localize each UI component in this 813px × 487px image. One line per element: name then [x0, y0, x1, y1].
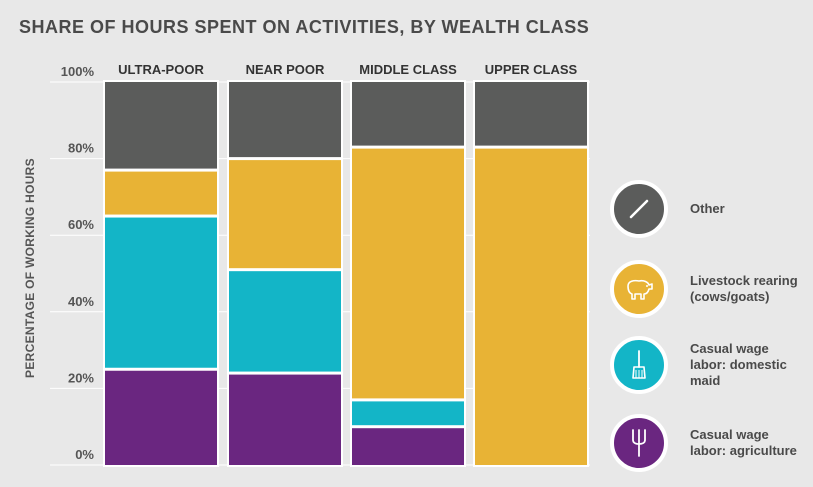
bars: [103, 80, 589, 467]
stacked-bar-chart: 0% 20% 40% 60% 80% 100% ULTRA-POOR NEAR POOR MI…: [23, 62, 590, 467]
bar-segment-agriculture: [352, 428, 464, 465]
bar-segment-other: [352, 82, 464, 146]
bar-segment-other: [229, 82, 341, 158]
legend-item-agriculture: Casual wage labor: agriculture: [610, 414, 800, 472]
chart-title: SHARE OF HOURS SPENT ON ACTIVITIES, BY W…: [19, 17, 590, 37]
broom-icon: [610, 336, 668, 394]
category-label: UPPER CLASS: [485, 62, 578, 77]
bar-segment-other: [475, 82, 587, 146]
legend-item-other: Other: [610, 180, 800, 238]
y-tick-label: 60%: [68, 217, 94, 232]
category-labels: ULTRA-POOR NEAR POOR MIDDLE CLASS UPPER CLA…: [118, 62, 577, 77]
y-tick-label: 0%: [75, 447, 94, 462]
pitchfork-icon: [610, 414, 668, 472]
y-tick-label: 40%: [68, 294, 94, 309]
bar-segment-domestic: [105, 217, 217, 368]
category-label: NEAR POOR: [246, 62, 325, 77]
legend-label: Other: [690, 201, 725, 216]
bar-segment-domestic: [229, 271, 341, 372]
bar-segment-other: [105, 82, 217, 169]
slash-icon: [610, 180, 668, 238]
legend-label: Casual wage labor: agriculture: [690, 427, 797, 458]
y-tick-labels: 0% 20% 40% 60% 80% 100%: [61, 64, 95, 462]
legend-item-domestic: Casual wage labor: domestic maid: [610, 336, 800, 394]
bar-segment-livestock: [105, 171, 217, 215]
legend-label: Casual wage labor: domestic maid: [690, 341, 787, 388]
y-tick-label: 80%: [68, 141, 94, 156]
cow-icon: [610, 260, 668, 318]
y-tick-label: 20%: [68, 370, 94, 385]
category-label: ULTRA-POOR: [118, 62, 204, 77]
bar-segment-livestock: [352, 148, 464, 399]
bar-segment-livestock: [475, 148, 587, 466]
bar-segment-livestock: [229, 160, 341, 269]
y-axis-label: PERCENTAGE OF WORKING HOURS: [23, 158, 37, 378]
category-label: MIDDLE CLASS: [359, 62, 457, 77]
bar-segment-agriculture: [105, 370, 217, 465]
bar-segment-agriculture: [229, 374, 341, 465]
y-tick-label: 100%: [61, 64, 95, 79]
legend-item-livestock: Livestock rearing (cows/goats): [610, 260, 800, 318]
legend-label: Livestock rearing (cows/goats): [690, 273, 798, 304]
bar-segment-domestic: [352, 401, 464, 426]
